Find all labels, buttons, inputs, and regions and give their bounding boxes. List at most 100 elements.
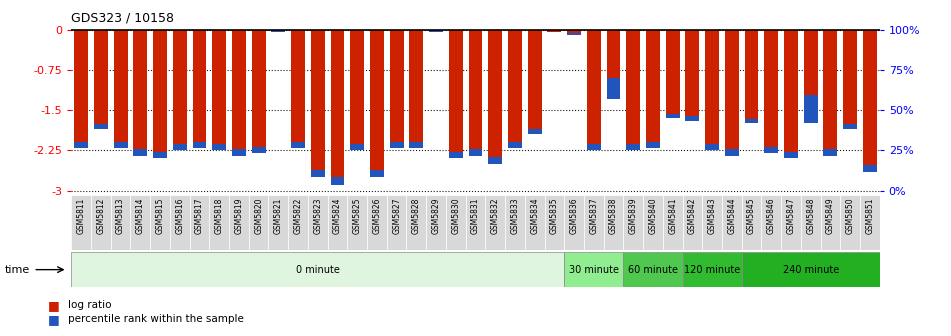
Text: GSM5845: GSM5845 [747, 198, 756, 234]
Bar [153, 30, 167, 158]
Text: GSM5846: GSM5846 [767, 198, 776, 234]
Bar [271, 30, 285, 32]
Text: GSM5820: GSM5820 [254, 198, 263, 234]
Text: GSM5841: GSM5841 [669, 198, 677, 234]
Bar [666, 30, 680, 118]
Bar [331, 177, 344, 185]
Bar [706, 30, 719, 150]
Text: GSM5838: GSM5838 [609, 198, 618, 234]
Bar [525, 195, 545, 250]
Bar [370, 170, 384, 177]
Bar [410, 142, 423, 148]
Bar [212, 30, 226, 150]
Bar [390, 30, 403, 148]
Bar [252, 147, 265, 153]
Text: GSM5850: GSM5850 [845, 198, 855, 234]
Text: GSM5829: GSM5829 [432, 198, 440, 234]
Bar [607, 78, 620, 99]
Text: 30 minute: 30 minute [569, 265, 619, 275]
Bar [742, 252, 880, 287]
Bar [192, 142, 206, 148]
Text: GSM5839: GSM5839 [629, 198, 638, 234]
Bar [74, 142, 88, 148]
Bar [150, 195, 170, 250]
Text: GSM5833: GSM5833 [511, 198, 519, 234]
Bar [291, 142, 305, 148]
Bar [268, 195, 288, 250]
Bar [663, 195, 683, 250]
Text: GSM5849: GSM5849 [825, 198, 835, 234]
Text: GSM5811: GSM5811 [77, 198, 86, 234]
Bar [466, 195, 485, 250]
Bar [488, 157, 502, 164]
Bar [564, 252, 623, 287]
Bar [114, 142, 127, 148]
Text: GSM5837: GSM5837 [590, 198, 598, 234]
Text: GSM5813: GSM5813 [116, 198, 126, 234]
Bar [469, 150, 482, 156]
Bar [781, 195, 801, 250]
Text: ■: ■ [48, 313, 59, 326]
Text: GSM5848: GSM5848 [806, 198, 815, 234]
Bar [604, 195, 623, 250]
Text: GSM5814: GSM5814 [136, 198, 145, 234]
Text: ■: ■ [48, 299, 59, 311]
Bar [311, 170, 324, 177]
Bar [643, 195, 663, 250]
Bar [584, 195, 604, 250]
Bar [446, 195, 466, 250]
Text: GSM5824: GSM5824 [333, 198, 342, 234]
Bar [646, 30, 660, 148]
Bar [548, 30, 561, 32]
Bar [173, 30, 186, 150]
Text: GSM5851: GSM5851 [865, 198, 874, 234]
Bar [209, 195, 229, 250]
Text: 240 minute: 240 minute [783, 265, 839, 275]
Bar [863, 165, 877, 172]
Bar [350, 144, 364, 150]
Text: GSM5821: GSM5821 [274, 198, 282, 234]
Bar [607, 30, 620, 99]
Text: GSM5818: GSM5818 [215, 198, 223, 234]
Bar [784, 30, 798, 158]
Bar [91, 195, 110, 250]
Bar [133, 150, 147, 156]
Bar [390, 142, 403, 148]
Bar [646, 142, 660, 148]
Bar [722, 195, 742, 250]
Text: GSM5834: GSM5834 [530, 198, 539, 234]
Bar [331, 30, 344, 185]
Text: 60 minute: 60 minute [628, 265, 678, 275]
Bar [212, 144, 226, 150]
Bar [232, 150, 245, 156]
Bar [410, 30, 423, 148]
Bar [784, 152, 798, 158]
Bar [841, 195, 860, 250]
Bar [94, 124, 107, 129]
Bar [587, 30, 601, 150]
Text: log ratio: log ratio [68, 300, 112, 310]
Bar [485, 195, 505, 250]
Bar [627, 144, 640, 150]
Bar [347, 195, 367, 250]
Text: time: time [5, 265, 30, 275]
Text: GSM5832: GSM5832 [491, 198, 499, 234]
Text: GSM5843: GSM5843 [708, 198, 717, 234]
Bar [367, 195, 387, 250]
Bar [505, 195, 525, 250]
Bar [745, 30, 758, 124]
Bar [765, 147, 778, 153]
Text: GSM5831: GSM5831 [471, 198, 480, 234]
Bar [192, 30, 206, 148]
Text: GSM5842: GSM5842 [688, 198, 697, 234]
Text: 0 minute: 0 minute [296, 265, 340, 275]
Bar [824, 30, 837, 156]
Bar [587, 144, 601, 150]
Bar [249, 195, 268, 250]
Bar [488, 30, 502, 164]
Bar [229, 195, 249, 250]
Text: GSM5830: GSM5830 [452, 198, 460, 234]
Text: GSM5812: GSM5812 [96, 198, 106, 234]
Bar [686, 116, 699, 121]
Text: GSM5815: GSM5815 [156, 198, 165, 234]
